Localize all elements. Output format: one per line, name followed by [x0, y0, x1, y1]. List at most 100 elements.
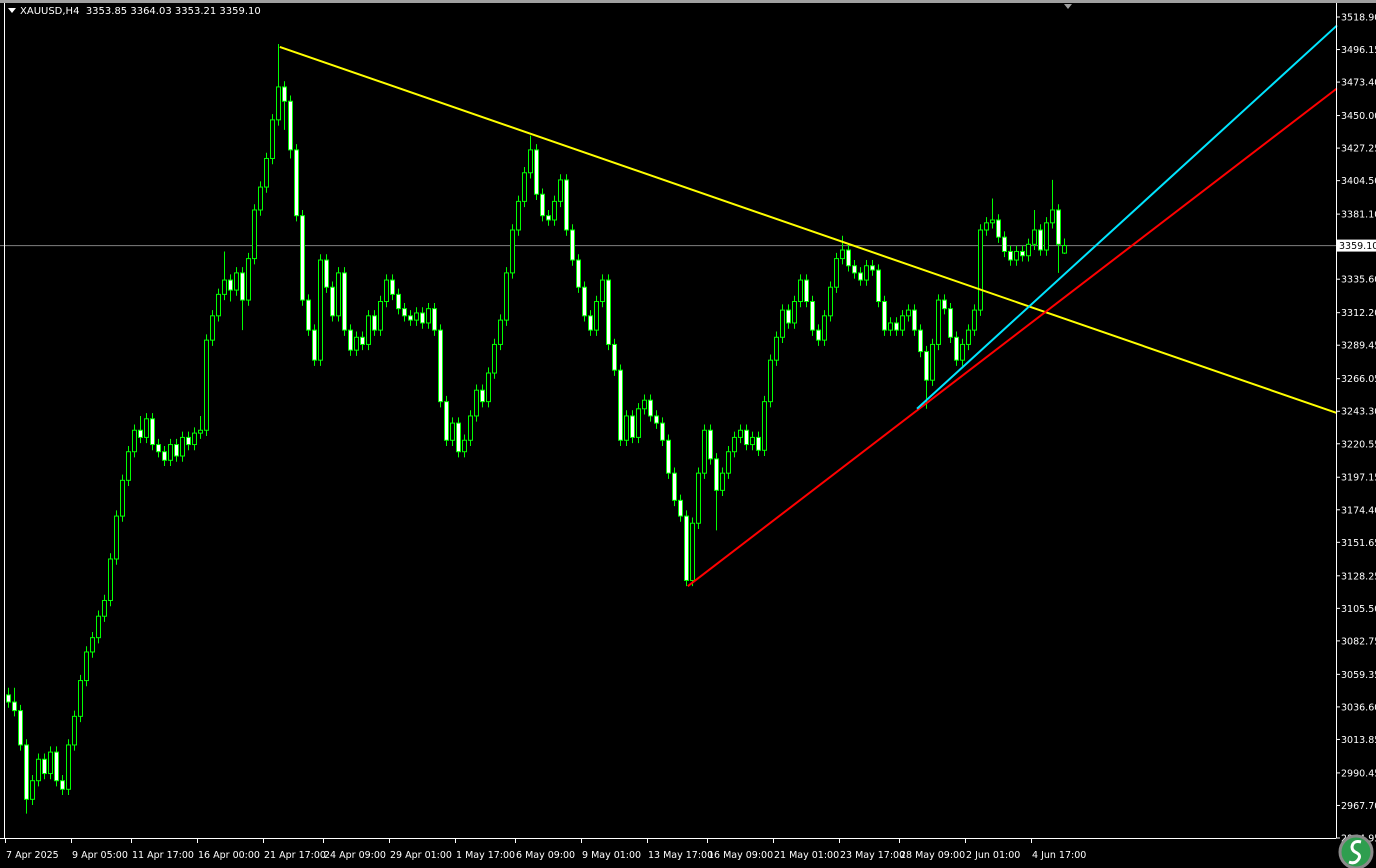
- candle: [306, 294, 311, 336]
- candle: [114, 510, 119, 565]
- time-tick-label: 9 May 01:00: [582, 850, 641, 861]
- candle-body: [600, 279, 605, 303]
- candle-body: [978, 229, 983, 311]
- candle: [690, 517, 695, 587]
- candle: [384, 274, 389, 308]
- candle-body: [366, 315, 371, 345]
- candle: [1002, 231, 1007, 258]
- candle: [36, 753, 41, 787]
- candle-body: [408, 315, 413, 321]
- candle-body: [948, 308, 953, 338]
- candle: [624, 410, 629, 446]
- candle-body: [264, 157, 269, 188]
- candle: [966, 324, 971, 351]
- candle: [42, 753, 47, 780]
- trendline-red[interactable]: [687, 87, 1338, 587]
- candle: [402, 302, 407, 322]
- candle: [654, 410, 659, 429]
- candle: [732, 431, 737, 458]
- candle-body: [756, 436, 761, 451]
- candle-body: [846, 249, 851, 267]
- candle: [144, 413, 149, 444]
- candle-body: [168, 444, 173, 461]
- candle-body: [42, 758, 47, 775]
- trendlines[interactable]: [279, 24, 1338, 587]
- candle: [468, 410, 473, 446]
- candle-body: [648, 399, 653, 417]
- price-tick-label: 3518.90: [1341, 13, 1376, 24]
- candle-body: [36, 758, 41, 782]
- candle: [456, 417, 461, 458]
- candle: [840, 235, 845, 265]
- candle-body: [156, 444, 161, 453]
- candle-body: [936, 299, 941, 345]
- candle-body: [330, 286, 335, 317]
- chart-shift-marker-icon[interactable]: [1064, 4, 1072, 9]
- price-tick-label: 3059.35: [1341, 670, 1376, 681]
- candle-body: [72, 715, 77, 746]
- candle-body: [972, 309, 977, 331]
- candle: [822, 310, 827, 346]
- candle-body: [78, 680, 83, 717]
- candle: [312, 324, 317, 366]
- candle-body: [792, 301, 797, 324]
- candle: [570, 224, 575, 266]
- candle-body: [546, 215, 551, 221]
- candle-body: [102, 599, 107, 617]
- candle-body: [144, 418, 149, 438]
- time-tick-label: 29 Apr 01:00: [390, 850, 452, 861]
- candle-body: [630, 415, 635, 438]
- time-tick-label: 4 Jun 17:00: [1032, 850, 1086, 861]
- candle: [210, 310, 215, 346]
- candle-body: [306, 299, 311, 331]
- candle-body: [678, 499, 683, 517]
- candle-body: [126, 451, 131, 481]
- candle-body: [216, 293, 221, 317]
- candle-body: [774, 336, 779, 361]
- candle-body: [762, 401, 767, 451]
- candle-body: [222, 279, 227, 295]
- candle: [720, 467, 725, 497]
- candle: [864, 260, 869, 286]
- candle: [504, 267, 509, 326]
- candle-body: [960, 343, 965, 361]
- candle-body: [258, 186, 263, 211]
- candle-body: [324, 259, 329, 288]
- candle-body: [906, 309, 911, 317]
- candle: [1026, 238, 1031, 262]
- candle: [708, 424, 713, 465]
- candle-body: [18, 710, 23, 746]
- candle: [594, 295, 599, 336]
- candle: [396, 288, 401, 315]
- candle-body: [444, 401, 449, 441]
- candle-body: [480, 389, 485, 403]
- candle-body: [798, 279, 803, 303]
- candle: [204, 334, 209, 436]
- candle: [324, 254, 329, 293]
- candle: [666, 434, 671, 479]
- candle-body: [930, 343, 935, 381]
- candle-body: [768, 359, 773, 403]
- candle: [6, 687, 11, 708]
- trendline-yellow[interactable]: [279, 45, 1338, 415]
- candle: [54, 746, 59, 787]
- candle: [804, 274, 809, 308]
- candle-body: [354, 336, 359, 351]
- candle-body: [174, 444, 179, 457]
- candle-body: [114, 515, 119, 560]
- dropdown-triangle-icon[interactable]: [8, 8, 16, 13]
- candle-body: [396, 293, 401, 310]
- candle-body: [996, 219, 1001, 238]
- price-tick-label: 3013.85: [1341, 735, 1376, 746]
- candle-body: [318, 259, 323, 361]
- candle-body: [372, 315, 377, 331]
- time-tick-label: 16 Apr 00:00: [198, 850, 260, 861]
- candle: [90, 631, 95, 658]
- trendline-cyan[interactable]: [916, 24, 1338, 410]
- candle: [846, 244, 851, 272]
- candle-body: [918, 329, 923, 353]
- candle-body: [276, 86, 281, 121]
- candle-body: [30, 780, 35, 800]
